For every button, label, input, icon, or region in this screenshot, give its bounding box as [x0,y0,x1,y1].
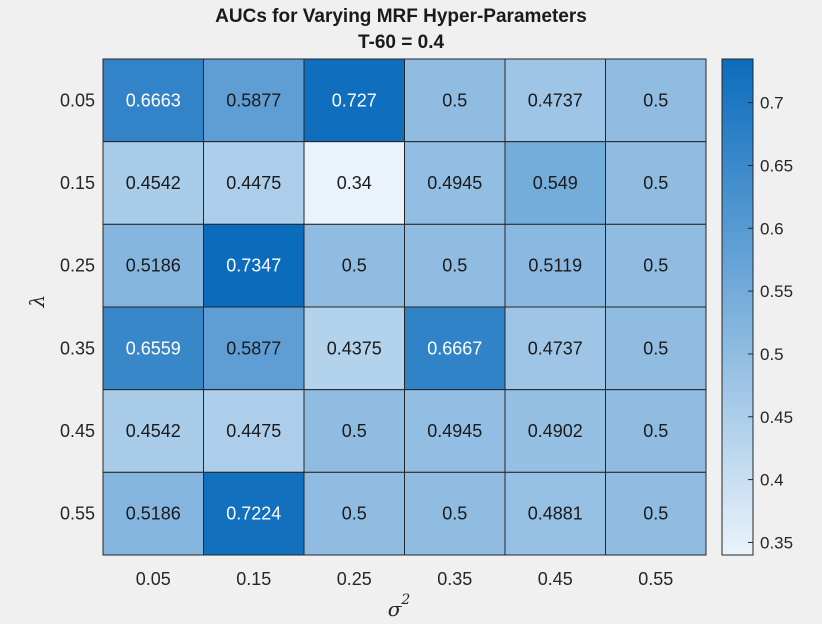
heatmap-cell [605,141,707,225]
cell-value-label: 0.5 [643,173,668,193]
cell-value-label: 0.4737 [528,338,583,358]
heatmap-cell-labels: 0.6663 0.5877 0.727 0.5 0.4737 0.5 0.4542 0.447… [126,90,669,523]
heatmap-cell [203,141,305,225]
x-tick-label: 0.55 [638,569,673,589]
y-tick-label: 0.15 [60,173,95,193]
cell-value-label: 0.727 [332,90,377,110]
x-tick-label: 0.05 [136,569,171,589]
heatmap-cell [404,223,506,308]
cell-value-label: 0.5 [442,256,467,276]
cell-value-label: 0.4945 [427,173,482,193]
y-tick-label: 0.45 [60,421,95,441]
heatmap-cell [102,223,204,308]
cell-value-label: 0.4542 [126,173,181,193]
heatmap-cell [404,306,506,391]
y-tick-label: 0.25 [60,256,95,276]
x-tick-label: 0.35 [437,569,472,589]
heatmap-cell [102,471,204,556]
cell-value-label: 0.6667 [427,338,482,358]
cell-value-label: 0.6559 [126,338,181,358]
cell-value-label: 0.7224 [226,504,281,524]
heatmap-cell [504,306,606,391]
heatmap-cell [303,306,405,391]
colorbar-tick-label: 0.7 [760,94,784,113]
cell-value-label: 0.4945 [427,421,482,441]
colorbar-tick-label: 0.35 [760,533,793,552]
heatmap-cell [605,58,707,143]
cell-value-label: 0.5877 [226,338,281,358]
colorbar-tick-label: 0.4 [760,471,784,490]
cell-value-label: 0.5 [643,256,668,276]
cell-value-label: 0.5186 [126,256,181,276]
cell-value-label: 0.5 [342,256,367,276]
heatmap-cell [102,58,204,143]
colorbar-tick-label: 0.65 [760,156,793,175]
heatmap-cells [102,58,707,556]
colorbar-ticks: 0.35 0.4 0.45 0.5 0.55 0.6 0.65 0.7 [748,94,793,552]
cell-value-label: 0.4475 [226,173,281,193]
cell-value-label: 0.4881 [528,504,583,524]
cell-value-label: 0.5 [643,421,668,441]
cell-value-label: 0.4542 [126,421,181,441]
cell-value-label: 0.5 [643,338,668,358]
y-axis-ticks: 0.05 0.15 0.25 0.35 0.45 0.55 [60,90,95,523]
heatmap-cell [504,471,606,556]
heatmap-cell [504,223,606,308]
cell-value-label: 0.7347 [226,256,281,276]
heatmap-cell [404,58,506,143]
cell-value-label: 0.5 [442,90,467,110]
x-axis-ticks: 0.05 0.15 0.25 0.35 0.45 0.55 [136,569,674,589]
x-tick-label: 0.25 [337,569,372,589]
colorbar-tick-label: 0.45 [760,408,793,427]
y-axis-label: λ [25,295,49,309]
heatmap-cell [203,223,305,308]
y-tick-label: 0.35 [60,338,95,358]
heatmap-cell [203,58,305,143]
cell-value-label: 0.5 [442,504,467,524]
heatmap-cell [102,306,204,391]
x-axis-label-text: σ [388,597,403,621]
cell-value-label: 0.4375 [327,338,382,358]
cell-value-label: 0.6663 [126,90,181,110]
heatmap-cell [504,389,606,473]
heatmap-cell [605,223,707,308]
cell-value-label: 0.549 [533,173,578,193]
y-tick-label: 0.05 [60,90,95,110]
colorbar-tick-label: 0.55 [760,282,793,301]
x-axis-label-superscript: 2 [400,592,410,608]
y-tick-label: 0.55 [60,504,95,524]
heatmap-cell [404,389,506,473]
colorbar-tick-label: 0.6 [760,219,784,238]
x-axis-label: σ2 [388,592,411,621]
heatmap-cell [605,471,707,556]
x-tick-label: 0.45 [538,569,573,589]
x-tick-label: 0.15 [236,569,271,589]
colorbar-tick-label: 0.5 [760,345,784,364]
cell-value-label: 0.34 [337,173,372,193]
heatmap-cell [203,306,305,391]
heatmap-cell [303,389,405,473]
heatmap-cell [303,223,405,308]
chart-subtitle: T-60 = 0.4 [358,32,445,53]
cell-value-label: 0.5 [643,90,668,110]
cell-value-label: 0.4475 [226,421,281,441]
heatmap-cell [404,141,506,225]
cell-value-label: 0.4737 [528,90,583,110]
cell-value-label: 0.4902 [528,421,583,441]
cell-value-label: 0.5119 [528,256,582,276]
cell-value-label: 0.5186 [126,504,181,524]
cell-value-label: 0.5877 [226,90,281,110]
chart-title: AUCs for Varying MRF Hyper-Parameters [215,6,587,27]
cell-value-label: 0.5 [342,421,367,441]
plot-frame [102,58,707,556]
cell-value-label: 0.5 [643,504,668,524]
heatmap-cell [102,389,204,473]
colorbar [721,58,754,556]
heatmap-cell [504,58,606,143]
cell-value-label: 0.5 [342,504,367,524]
